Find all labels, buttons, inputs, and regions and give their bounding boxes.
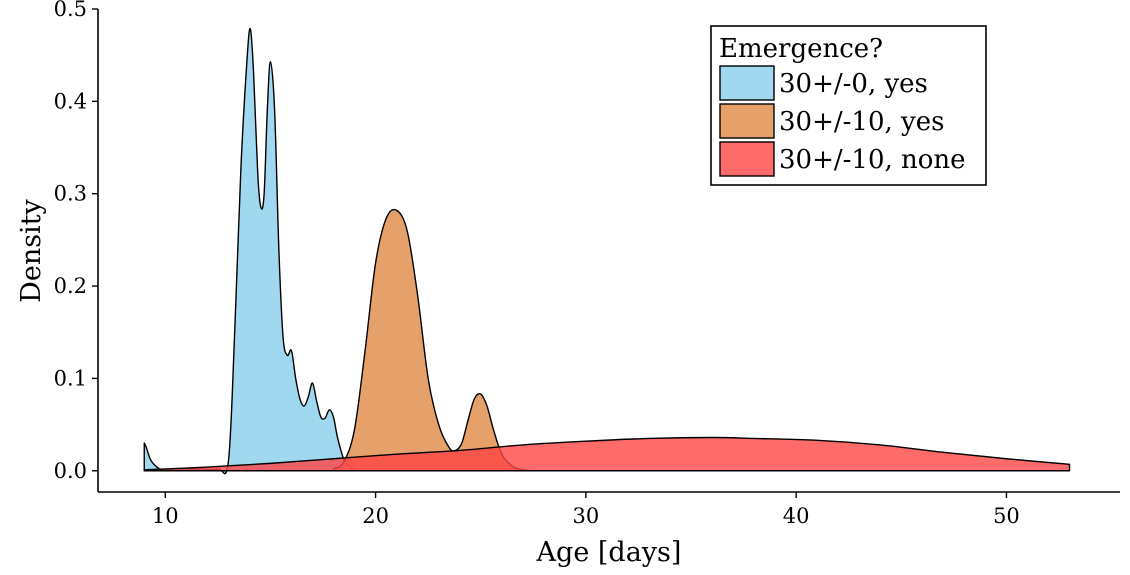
y-tick-label: 0.3 [54,182,87,206]
legend-swatch-30-10-none [719,141,775,177]
x-tick-label: 40 [783,504,810,528]
density-area-30-10-none [143,436,1071,472]
y-tick-label: 0.5 [54,0,87,21]
legend-swatch-30-10-yes [719,103,775,139]
axes [97,9,1120,493]
x-axis-title: Age [days] [536,537,682,568]
x-tick-label: 50 [993,504,1020,528]
density-area-30-10-yes [332,208,534,472]
x-tick-label: 30 [573,504,600,528]
legend-swatch-30-0-yes [719,65,775,101]
y-tick-label: 0.4 [54,89,87,113]
y-ticks: 0.0 0.1 0.2 0.3 0.4 0.5 [54,0,98,483]
legend-title: Emergence? [719,34,883,64]
legend-items: 30+/-0, yes 30+/-10, yes 30+/-10, none [719,65,966,177]
y-tick-label: 0.0 [54,459,87,483]
y-tick-label: 0.1 [54,366,87,390]
y-axis-title: Density [16,198,47,302]
legend-label-30-10-yes: 30+/-10, yes [779,107,944,137]
x-tick-label: 10 [152,504,179,528]
x-tick-label: 20 [362,504,389,528]
x-ticks: 10 20 30 40 50 [152,492,1020,528]
legend-label-30-10-none: 30+/-10, none [779,145,966,175]
density-area-30-0-yes [143,27,356,475]
density-areas [143,27,1071,475]
legend-label-30-0-yes: 30+/-0, yes [779,69,928,99]
y-tick-label: 0.2 [54,274,87,298]
legend: Emergence? 30+/-0, yes 30+/-10, yes 30+/-1… [710,25,987,186]
